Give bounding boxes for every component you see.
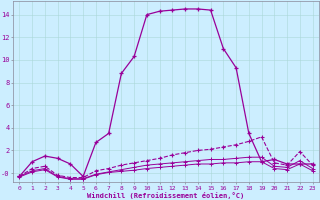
X-axis label: Windchill (Refroidissement éolien,°C): Windchill (Refroidissement éolien,°C) — [87, 192, 244, 199]
